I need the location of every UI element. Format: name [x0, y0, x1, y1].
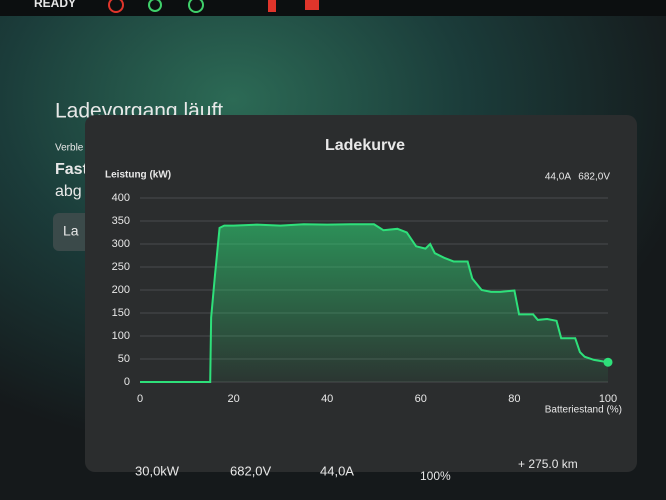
light-icon: [148, 0, 162, 12]
y-tick-label: 150: [112, 307, 130, 319]
bg-button[interactable]: [53, 213, 93, 251]
x-tick-label: 20: [227, 393, 239, 405]
ready-label: READY: [34, 0, 76, 10]
y-axis-label: Leistung (kW): [105, 170, 171, 181]
footer-soc: 100%: [420, 469, 451, 483]
current-readout: 44,0A: [545, 172, 571, 183]
end-point: [603, 357, 613, 367]
warning-icon: [268, 0, 276, 12]
parking-icon: [108, 0, 124, 13]
bg-button-label: La: [63, 223, 79, 239]
x-tick-label: 100: [599, 393, 617, 405]
y-tick-label: 350: [112, 215, 130, 227]
y-tick-label: 300: [112, 238, 130, 250]
bg-text: abg: [55, 183, 82, 200]
y-tick-label: 200: [112, 284, 130, 296]
x-tick-label: 60: [415, 393, 427, 405]
chart-title: Ladekurve: [325, 137, 405, 154]
footer-voltage: 682,0V: [230, 463, 272, 478]
bg-text: Fast: [55, 161, 89, 178]
footer-current: 44,0A: [320, 463, 354, 478]
y-tick-label: 400: [112, 192, 130, 204]
y-tick-label: 100: [112, 330, 130, 342]
footer-power: 30,0kW: [135, 463, 180, 478]
y-tick-label: 250: [112, 261, 130, 273]
bg-text: Verble: [55, 143, 84, 154]
x-tick-label: 40: [321, 393, 333, 405]
y-tick-label: 50: [118, 353, 130, 365]
x-tick-label: 80: [508, 393, 520, 405]
y-tick-label: 0: [124, 376, 130, 388]
footer-range: + 275.0 km: [518, 457, 578, 471]
voltage-readout: 682,0V: [578, 172, 610, 183]
plug-icon: [305, 0, 319, 10]
status-bar: [0, 0, 666, 16]
area: [140, 224, 608, 382]
line: [140, 223, 609, 383]
auto-icon: [188, 0, 204, 13]
x-tick-label: 0: [137, 393, 143, 405]
x-axis-label: Batteriestand (%): [545, 405, 622, 416]
plot: 0 50 100 150 200 250 300 350 400 0 20 40 60 80 100: [112, 192, 618, 405]
